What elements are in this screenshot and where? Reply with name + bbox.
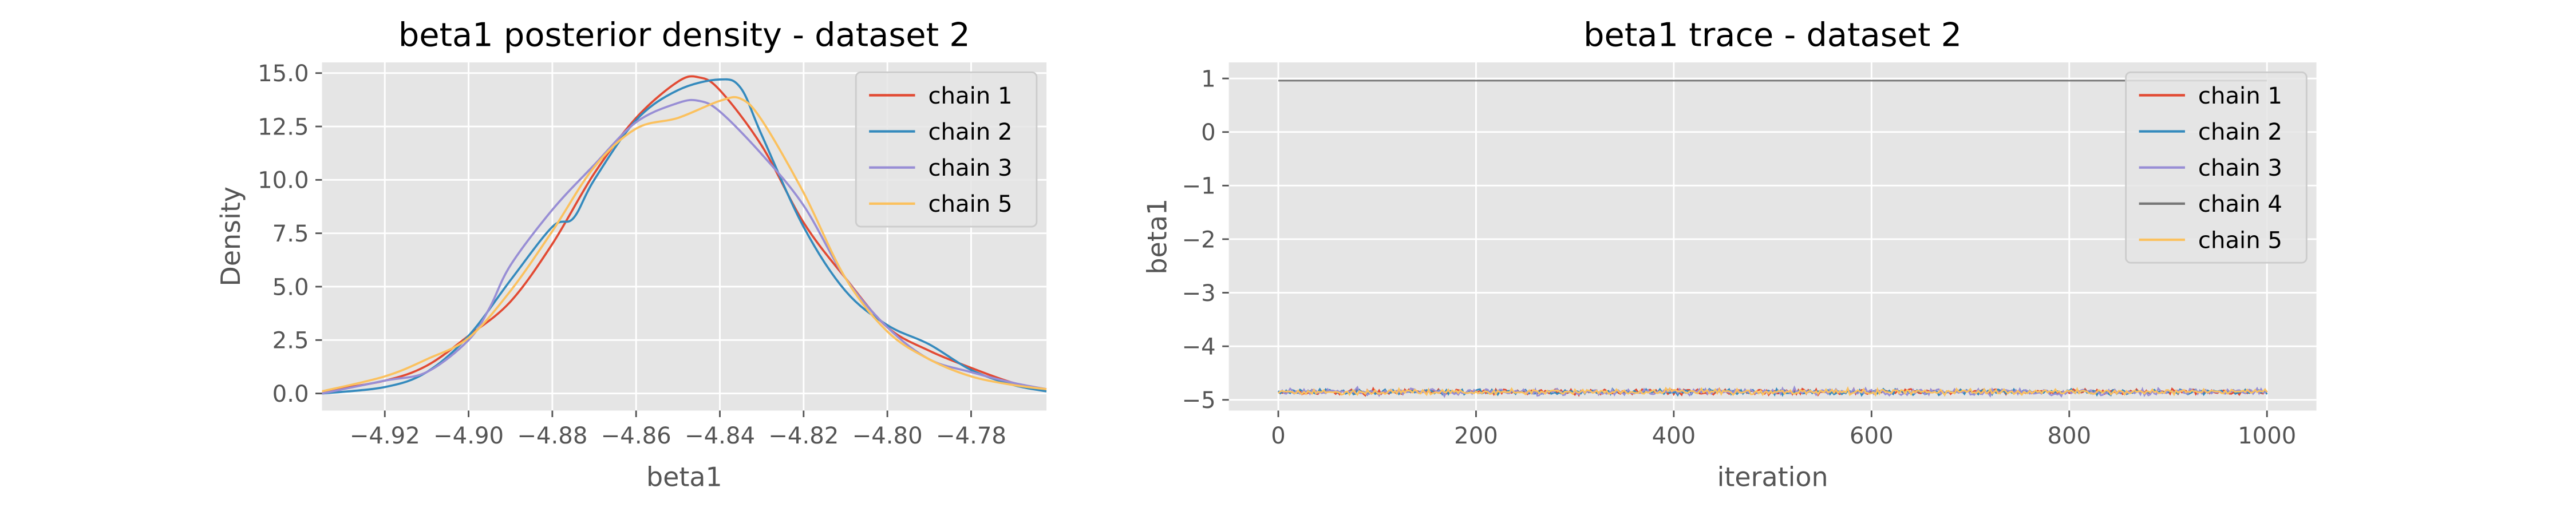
x-tick-label: 1000 [2238, 423, 2296, 449]
x-tick-label: 800 [2047, 423, 2091, 449]
y-tick-label: 0.0 [272, 381, 309, 407]
x-axis-label: beta1 [646, 461, 722, 492]
chart-title: beta1 trace - dataset 2 [1583, 15, 1962, 54]
series-line-chain-5 [322, 96, 1047, 393]
y-tick-label: 5.0 [272, 274, 309, 300]
legend-label: chain 5 [928, 191, 1012, 217]
x-tick-label: −4.88 [517, 423, 587, 449]
y-tick-label: 15.0 [258, 61, 309, 87]
y-tick-label: 1 [1201, 66, 1216, 92]
legend: chain 1 chain 2 chain 3 chain 5 [855, 71, 1038, 228]
legend-label: chain 2 [928, 119, 1012, 145]
y-tick-label: −3 [1182, 280, 1216, 307]
y-axis-label: beta1 [1142, 199, 1173, 275]
series-group [1277, 80, 2268, 398]
x-tick-label: −4.78 [936, 423, 1006, 449]
y-axis-label: Density [215, 187, 246, 287]
x-tick-label: −4.82 [768, 423, 839, 449]
series-line-chain-3 [1278, 385, 2268, 398]
legend-box [2125, 71, 2308, 264]
x-tick-label: 200 [1454, 423, 1498, 449]
x-tick-label: −4.80 [852, 423, 923, 449]
legend: chain 1 chain 2 chain 3 chain 4 chain 5 [2125, 71, 2308, 264]
legend-label: chain 3 [2198, 155, 2282, 181]
y-tick-label: −2 [1182, 227, 1216, 253]
x-tick-label: 0 [1271, 423, 1286, 449]
y-tick-label: 12.5 [258, 114, 309, 140]
legend-label: chain 1 [2198, 83, 2282, 109]
x-tick-label: −4.84 [685, 423, 755, 449]
y-tick-label: 10.0 [258, 168, 309, 194]
legend-label: chain 3 [928, 155, 1012, 181]
y-tick-label: −4 [1182, 334, 1216, 360]
y-tick-label: 2.5 [272, 328, 309, 354]
x-tick-label: −4.90 [433, 423, 504, 449]
legend-label: chain 4 [2198, 191, 2282, 217]
x-tick-label: 600 [1850, 423, 1894, 449]
series-line-chain-5 [1278, 386, 2268, 397]
density-chart: −4.92 −4.90 −4.88 −4.86 −4.84 −4.82 −4.80 −4.78… [215, 15, 1047, 492]
x-tick-label: −4.86 [601, 423, 671, 449]
y-tick-label: 7.5 [272, 221, 309, 247]
series-line-chain-2 [322, 78, 1047, 395]
legend-label: chain 1 [928, 83, 1012, 109]
legend-label: chain 2 [2198, 119, 2282, 145]
y-tick-label: −5 [1182, 387, 1216, 414]
y-tick-label: 0 [1201, 120, 1216, 146]
x-tick-label: −4.92 [350, 423, 420, 449]
legend-label: chain 5 [2198, 227, 2282, 253]
chart-title: beta1 posterior density - dataset 2 [398, 15, 970, 54]
x-axis-label: iteration [1717, 461, 1828, 492]
y-tick-label: −1 [1182, 173, 1216, 200]
legend-box [855, 71, 1038, 228]
trace-chart: 0 200 400 600 800 1000 −5 −4 −3 −2 −1 0 1 beta1 trace… [1142, 15, 2317, 492]
x-tick-label: 400 [1652, 423, 1696, 449]
series-group [322, 75, 1047, 395]
